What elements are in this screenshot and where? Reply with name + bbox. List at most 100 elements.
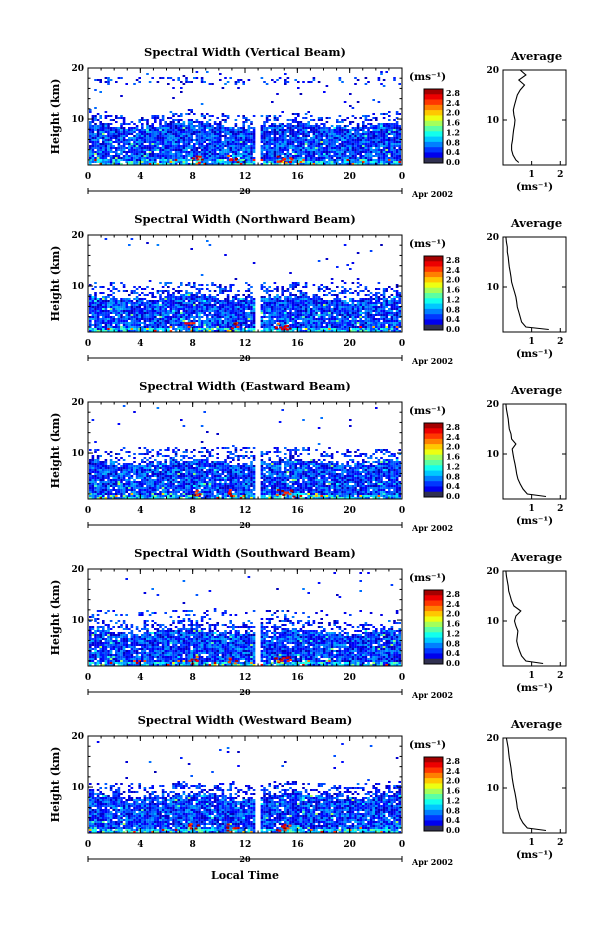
heatmap-cell <box>125 316 128 318</box>
heatmap-cell <box>268 300 271 302</box>
heatmap-cell <box>333 298 336 300</box>
heatmap-cell <box>273 149 277 151</box>
heatmap-cell <box>388 320 391 322</box>
heatmap-cell <box>112 292 115 294</box>
heatmap-cell <box>398 294 401 296</box>
heatmap-cell <box>180 155 183 157</box>
heatmap-cell <box>99 147 102 149</box>
heatmap-cell <box>390 314 394 316</box>
heatmap-cell <box>351 115 355 117</box>
heatmap-cell <box>364 137 368 139</box>
heatmap-cell <box>115 141 118 143</box>
heatmap-cell <box>349 312 352 314</box>
heatmap-cell <box>369 155 373 157</box>
heatmap-cell <box>156 326 160 328</box>
heatmap-cell <box>190 81 193 83</box>
heatmap-cell <box>219 79 222 81</box>
heatmap-cell <box>377 310 381 312</box>
heatmap-cell <box>330 129 334 131</box>
heatmap-cell <box>237 137 240 139</box>
heatmap-cell <box>193 125 196 127</box>
heatmap-cell <box>154 153 157 155</box>
heatmap-cell <box>135 298 139 300</box>
heatmap-cell <box>312 294 316 296</box>
heatmap-cell <box>216 322 219 324</box>
heatmap-cell <box>286 330 290 332</box>
heatmap-cell <box>190 149 193 151</box>
heatmap-cell <box>395 129 399 131</box>
colorbar-step <box>424 303 443 310</box>
heatmap-cell <box>336 149 339 151</box>
heatmap-cell <box>286 304 290 306</box>
heatmap-cell <box>94 302 97 304</box>
heatmap-cell <box>390 298 394 300</box>
heatmap-cell <box>190 141 193 143</box>
heatmap-cell <box>151 77 154 79</box>
heatmap-cell <box>276 288 279 290</box>
heatmap-cell <box>177 77 180 79</box>
heatmap-cell <box>328 143 331 145</box>
heatmap-cell <box>213 141 217 143</box>
heatmap-cell <box>242 330 245 332</box>
heatmap-cell <box>115 288 118 290</box>
heatmap-cell <box>89 302 92 304</box>
heatmap-cell <box>291 121 295 123</box>
heatmap-cell <box>156 131 160 133</box>
heatmap-cell <box>333 306 336 308</box>
heatmap-cell <box>364 155 368 157</box>
heatmap-cell <box>297 113 300 115</box>
heatmap-cell <box>302 326 305 328</box>
heatmap-cell <box>232 302 235 304</box>
heatmap-cell <box>141 127 144 129</box>
heatmap-cell <box>117 139 121 141</box>
heatmap-cell <box>320 308 323 310</box>
heatmap-cell <box>161 302 165 304</box>
heatmap-cell <box>351 153 355 155</box>
heatmap-cell <box>190 330 193 332</box>
heatmap-cell <box>278 131 282 133</box>
heatmap-cell <box>146 163 149 165</box>
heatmap-cell <box>364 161 368 163</box>
heatmap-cell <box>284 141 287 143</box>
heatmap-cell <box>245 153 248 155</box>
heatmap-cell <box>208 155 212 157</box>
heatmap-cell <box>234 328 238 330</box>
heatmap-cell <box>364 326 368 328</box>
heatmap-cell <box>323 308 326 310</box>
heatmap-cell <box>393 322 396 324</box>
heatmap-cell <box>380 71 383 73</box>
heatmap-cell <box>252 298 256 300</box>
heatmap-cell <box>237 324 240 326</box>
heatmap-cell <box>177 312 180 314</box>
heatmap-cell <box>169 131 173 133</box>
heatmap-cell <box>237 87 240 89</box>
heatmap-cell <box>351 133 355 135</box>
heatmap-cell <box>291 318 295 320</box>
heatmap-cell <box>151 330 154 332</box>
heatmap-cell <box>276 119 279 121</box>
heatmap-cell <box>382 326 386 328</box>
heatmap-cell <box>278 123 282 125</box>
heatmap-cell <box>315 308 318 310</box>
heatmap-cell <box>294 306 297 308</box>
heatmap-cell <box>268 153 271 155</box>
heatmap-cell <box>375 125 378 127</box>
heatmap-cell <box>193 310 196 312</box>
heatmap-cell <box>128 151 131 153</box>
heatmap-cell <box>237 298 240 300</box>
heatmap-cell <box>232 300 235 302</box>
heatmap-cell <box>122 133 126 135</box>
heatmap-cell <box>203 139 206 141</box>
heatmap-cell <box>96 141 100 143</box>
heatmap-cell <box>338 155 342 157</box>
heatmap-cell <box>172 163 175 165</box>
heatmap-cell <box>398 135 401 137</box>
heatmap-cell <box>219 141 222 143</box>
heatmap-cell <box>354 324 357 326</box>
heatmap-cell <box>362 115 365 117</box>
heatmap-cell <box>120 77 123 79</box>
heatmap-cell <box>364 320 368 322</box>
heatmap-cell <box>117 320 121 322</box>
heatmap-cell <box>208 314 212 316</box>
heatmap-cell <box>341 159 344 161</box>
